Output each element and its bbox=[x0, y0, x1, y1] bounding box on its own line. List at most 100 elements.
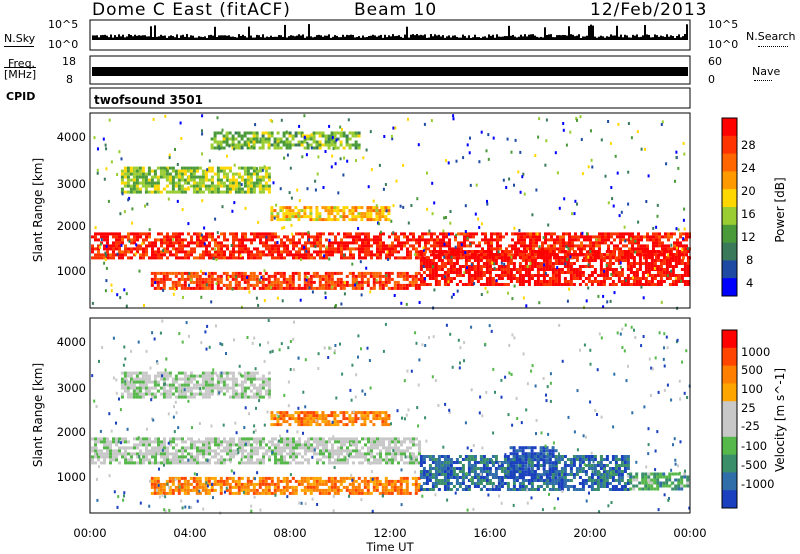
velocity-cell bbox=[385, 455, 388, 459]
freq-tick-top: 18 bbox=[62, 55, 76, 68]
power-cell bbox=[563, 265, 567, 268]
power-cell bbox=[259, 238, 262, 242]
power-cell bbox=[387, 277, 391, 281]
power-cell bbox=[138, 172, 142, 176]
power-cell bbox=[238, 253, 241, 257]
power-cell bbox=[530, 274, 534, 277]
power-cell bbox=[315, 209, 319, 213]
power-cell bbox=[304, 232, 307, 236]
power-cell bbox=[133, 253, 136, 257]
velocity-cell bbox=[280, 437, 283, 441]
power-cell bbox=[506, 259, 510, 262]
power-cell bbox=[578, 268, 582, 271]
power-cell bbox=[132, 166, 136, 170]
power-cell bbox=[578, 274, 582, 277]
velocity-cell bbox=[388, 461, 391, 465]
power-cell bbox=[303, 114, 306, 118]
velocity-cell bbox=[183, 488, 187, 492]
power-cell bbox=[656, 274, 660, 277]
power-cell bbox=[178, 250, 181, 254]
power-cell bbox=[473, 271, 477, 274]
power-cell bbox=[405, 283, 409, 287]
power-cell bbox=[355, 159, 357, 163]
power-cell bbox=[309, 286, 313, 290]
power-cell bbox=[318, 274, 322, 278]
power-cell bbox=[222, 184, 226, 188]
velocity-cell bbox=[168, 488, 172, 492]
power-cell bbox=[198, 184, 202, 188]
power-cell bbox=[620, 256, 624, 259]
power-cell bbox=[223, 235, 226, 239]
power-cell bbox=[529, 262, 532, 265]
power-cell bbox=[156, 190, 160, 194]
power-cell bbox=[204, 286, 208, 290]
nsky-bar bbox=[456, 36, 458, 40]
power-cell bbox=[157, 232, 160, 236]
power-cell bbox=[177, 178, 181, 182]
power-cell bbox=[220, 247, 223, 251]
velocity-cell bbox=[216, 479, 220, 483]
power-cell bbox=[174, 274, 178, 278]
power-cell bbox=[316, 207, 319, 210]
nsky-bar bbox=[108, 37, 110, 40]
power-cell bbox=[682, 218, 685, 222]
velocity-cell bbox=[166, 458, 169, 462]
power-cell bbox=[381, 274, 385, 278]
power-cell bbox=[587, 286, 590, 290]
power-cell bbox=[403, 235, 406, 239]
power-cell bbox=[567, 247, 570, 251]
power-cell bbox=[529, 250, 532, 254]
power-cell bbox=[246, 172, 250, 176]
nsky-bar bbox=[302, 34, 304, 40]
velocity-cell bbox=[321, 479, 325, 483]
velocity-cell bbox=[232, 455, 235, 459]
power-cell bbox=[581, 274, 585, 277]
power-cell bbox=[515, 280, 519, 283]
power-cell bbox=[210, 277, 214, 281]
velocity-cell bbox=[210, 488, 214, 492]
power-cell bbox=[599, 259, 603, 262]
velocity-cell bbox=[289, 449, 292, 453]
velocity-cell bbox=[283, 437, 286, 441]
power-cell bbox=[507, 291, 510, 295]
power-cell bbox=[333, 134, 337, 138]
velocity-cell bbox=[397, 461, 400, 465]
power-cell bbox=[369, 218, 373, 222]
velocity-cell bbox=[289, 455, 292, 459]
power-cell bbox=[637, 244, 640, 248]
power-cell bbox=[518, 265, 522, 268]
power-cell bbox=[133, 235, 136, 239]
power-cell bbox=[214, 256, 217, 260]
power-cell bbox=[614, 283, 618, 286]
power-cell bbox=[282, 215, 286, 219]
power-cell bbox=[559, 235, 562, 239]
power-cell bbox=[103, 235, 106, 239]
nsearch-tick-top: 10^5 bbox=[708, 18, 739, 31]
power-cell bbox=[189, 286, 193, 290]
power-cell bbox=[519, 150, 522, 154]
nsky-bar bbox=[286, 37, 288, 40]
power-cell bbox=[303, 206, 307, 210]
power-cell bbox=[262, 244, 265, 248]
power-cell bbox=[342, 212, 346, 216]
velocity-cell bbox=[336, 491, 340, 495]
power-cell bbox=[530, 250, 534, 253]
power-cell bbox=[479, 256, 483, 259]
power-cell bbox=[208, 235, 211, 239]
power-cell bbox=[324, 143, 328, 147]
power-cell bbox=[222, 146, 226, 150]
nsky-bar bbox=[656, 35, 658, 40]
power-cell bbox=[253, 235, 256, 239]
power-cell bbox=[130, 247, 133, 251]
power-cell bbox=[276, 296, 279, 300]
power-cell bbox=[237, 184, 241, 188]
power-cell bbox=[402, 283, 406, 287]
velocity-cell bbox=[325, 449, 328, 453]
power-cell bbox=[201, 129, 203, 133]
power-cell bbox=[354, 209, 358, 213]
power-cell bbox=[288, 140, 292, 144]
power-cell bbox=[339, 134, 343, 138]
power-cell bbox=[270, 286, 273, 290]
power-cell bbox=[381, 206, 385, 210]
power-cell bbox=[357, 280, 361, 284]
